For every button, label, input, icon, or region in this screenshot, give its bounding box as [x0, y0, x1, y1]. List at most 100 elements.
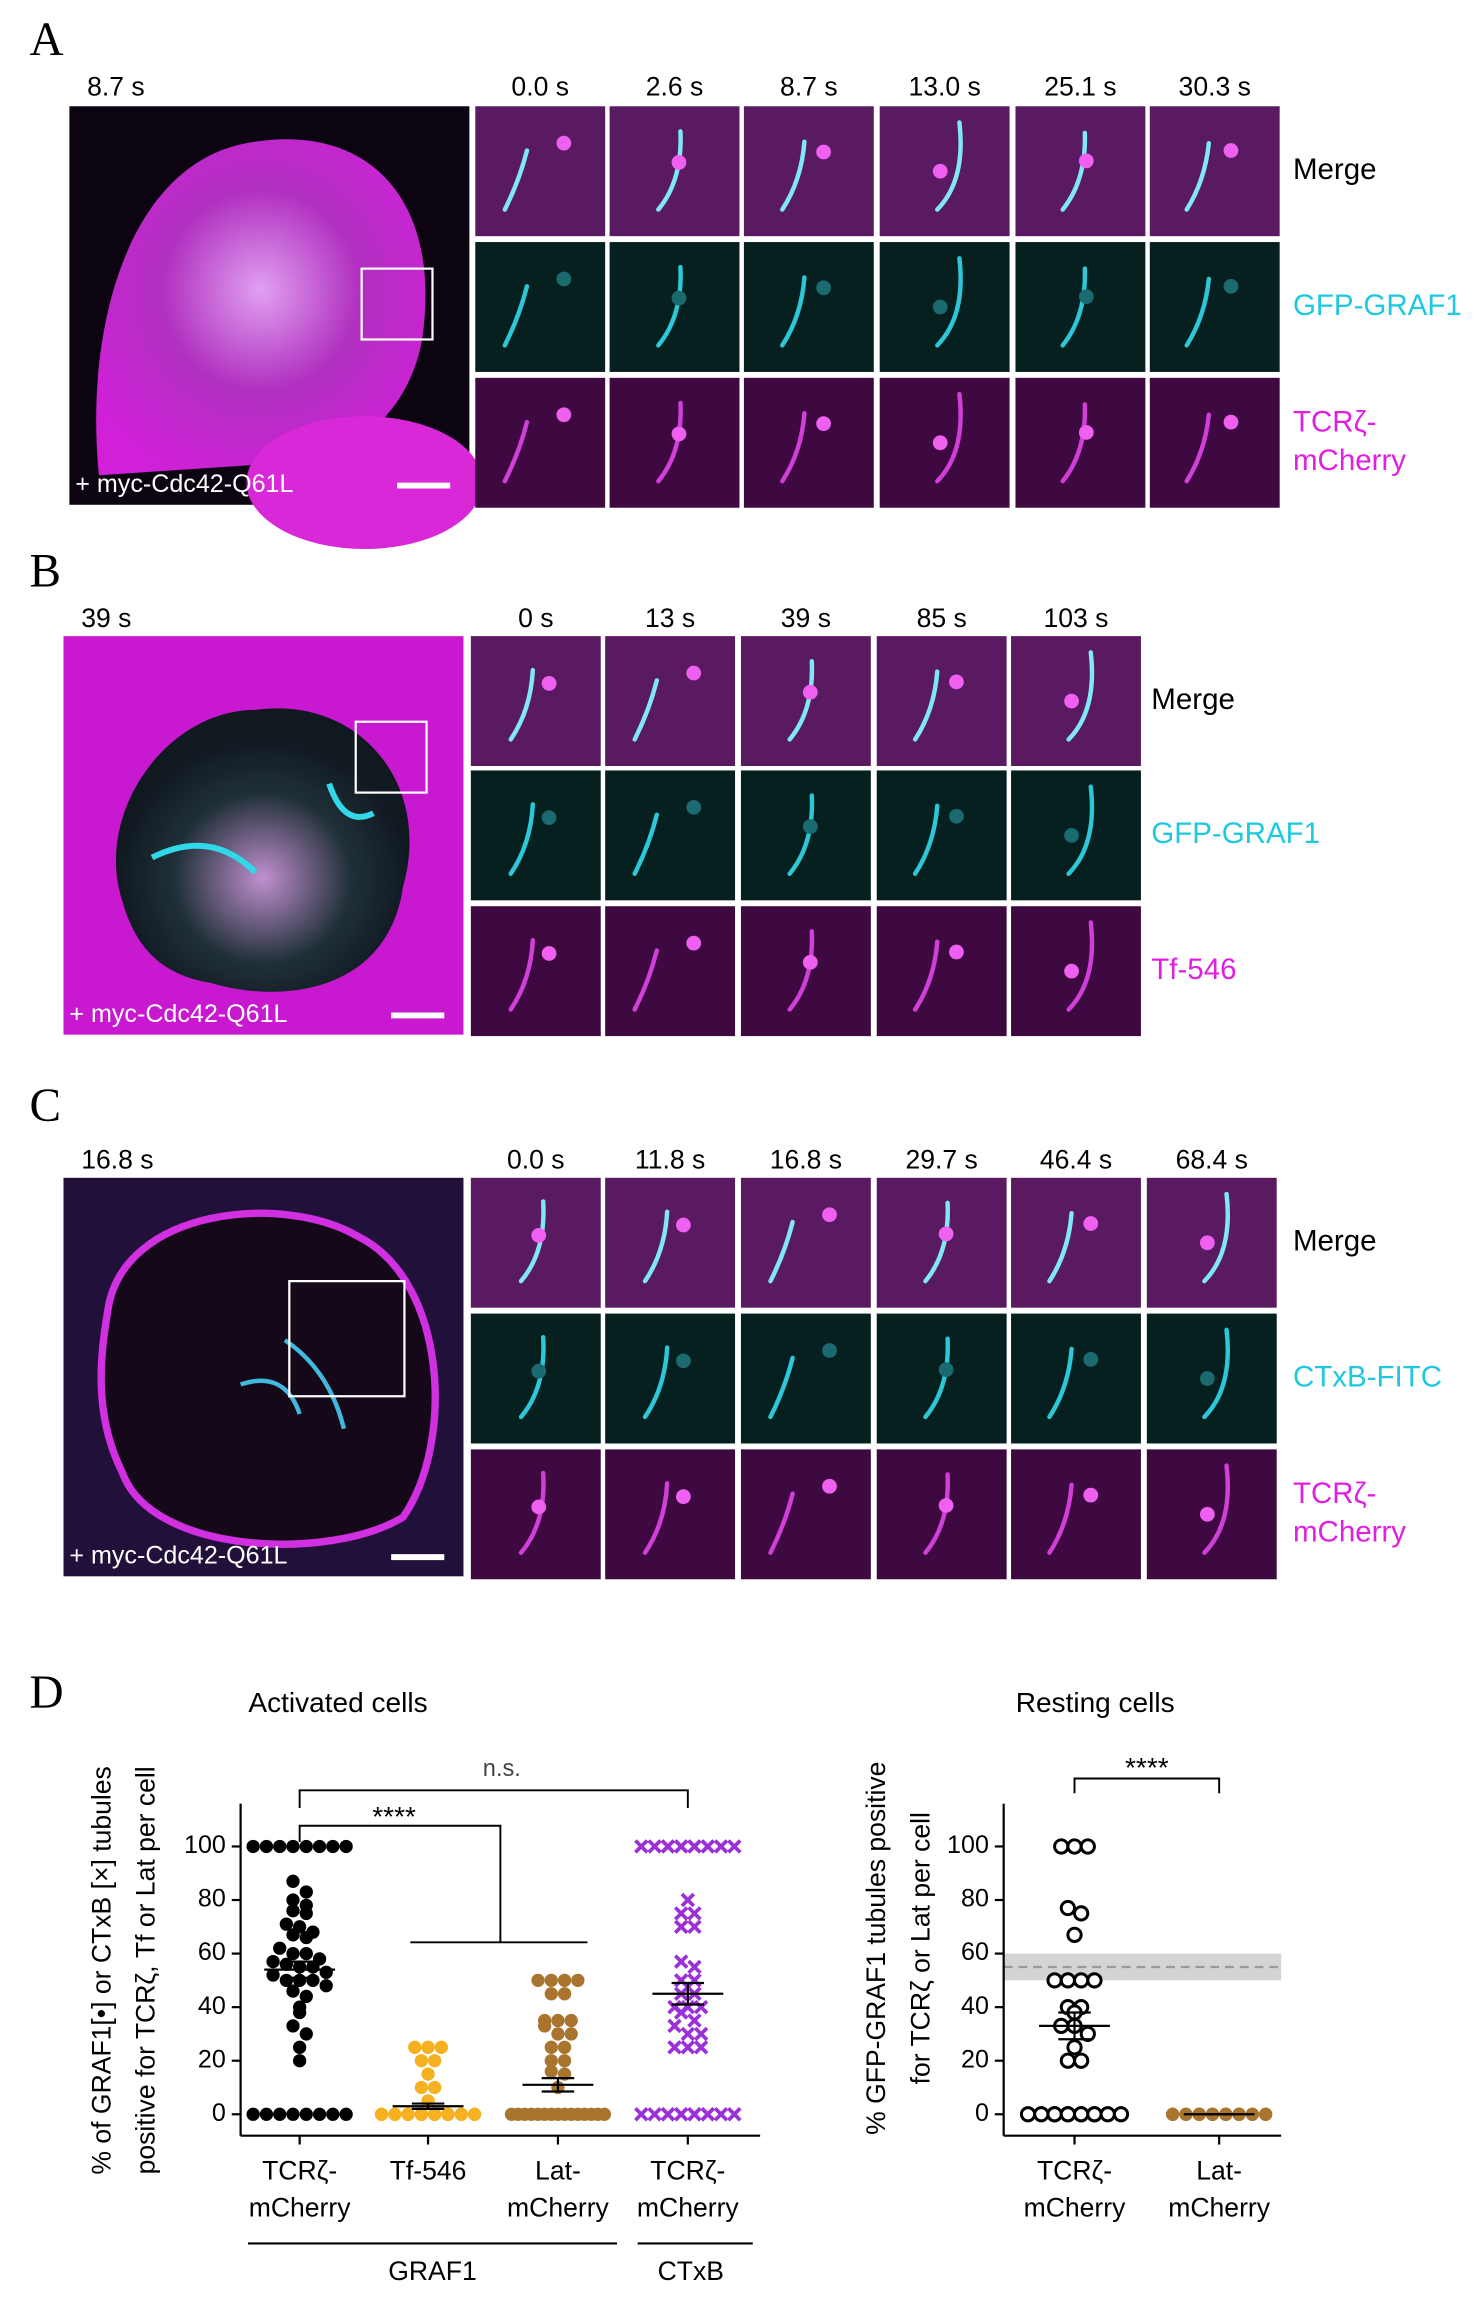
frame-structure	[642, 1481, 670, 1555]
cell-outline	[97, 1209, 439, 1548]
frame	[605, 770, 736, 901]
y-tick-label: 80	[961, 1885, 989, 1913]
frame	[470, 906, 601, 1037]
frame-structure	[502, 419, 530, 484]
data-point	[680, 1892, 696, 1908]
data-point	[687, 1959, 702, 1975]
cross-marker	[673, 2005, 689, 2020]
channel-label: TCRζ-	[1293, 405, 1376, 438]
frame-spot	[531, 1363, 547, 1379]
frame-spot	[822, 1207, 837, 1223]
cross-marker	[727, 1839, 742, 1854]
frame-structure	[1060, 402, 1088, 484]
data-point	[1259, 2107, 1273, 2121]
data-point	[557, 2040, 572, 2054]
channel-label: GFP-GRAF1	[1151, 817, 1320, 850]
frame-spot	[802, 954, 818, 970]
data-point	[647, 2107, 662, 2122]
frame	[740, 1449, 871, 1580]
time-label: 68.4 s	[1176, 1145, 1248, 1175]
error-bar	[1058, 2011, 1091, 2041]
frame	[876, 636, 1007, 767]
data-point	[1066, 2039, 1083, 2056]
cross-marker	[687, 2013, 702, 2028]
panel-letter: B	[30, 545, 62, 597]
data-point	[414, 2080, 429, 2095]
data-point	[299, 1885, 313, 1899]
data-point	[1066, 1838, 1083, 1855]
tubule	[239, 1338, 347, 1430]
channel-label: Merge	[1151, 683, 1235, 716]
frame-spot	[938, 1362, 954, 1378]
data-point	[538, 2019, 552, 2033]
data-point	[286, 2107, 300, 2121]
frame-spot	[1078, 289, 1094, 305]
data-point	[687, 1906, 702, 1921]
data-point	[693, 1999, 709, 2015]
data-point	[434, 2040, 448, 2054]
channel-label: Merge	[1293, 1225, 1377, 1258]
data-point	[544, 1987, 558, 2001]
frame-structure	[1066, 920, 1095, 1012]
data-point	[551, 2013, 565, 2028]
y-axis-label: positive for TCRζ, Tf or Lat per cell	[131, 1766, 161, 2174]
cell	[246, 416, 483, 550]
data-point	[727, 1839, 742, 1854]
frame-structure	[656, 129, 683, 212]
frame-spot	[1078, 153, 1094, 169]
data-point	[273, 1941, 287, 1955]
x-tick-label: Tf-546	[390, 2156, 467, 2186]
frame-structure	[508, 937, 536, 1012]
frame	[470, 1177, 601, 1308]
data-point	[544, 2054, 558, 2068]
frame	[740, 636, 871, 767]
frame-structure	[912, 803, 940, 876]
y-tick-label: 40	[198, 1992, 226, 2020]
cross-marker	[687, 2107, 702, 2122]
error-bar	[671, 1981, 705, 2006]
data-point	[467, 2107, 482, 2121]
data-point	[259, 1839, 274, 1854]
frame-spot	[802, 684, 818, 700]
y-tick-label: 60	[198, 1938, 226, 1966]
y-tick-label: 20	[198, 2045, 226, 2073]
sem-whisker	[283, 1960, 316, 1979]
frame-spot	[938, 1226, 954, 1242]
x-tick-label: Lat-	[1196, 2156, 1242, 2186]
inset-box	[354, 720, 428, 794]
frame-structure	[923, 1336, 950, 1420]
channel-label: Merge	[1293, 153, 1377, 186]
frame	[475, 106, 606, 237]
data-point	[279, 1917, 294, 1931]
frame-structure	[632, 948, 660, 1012]
data-point	[673, 2005, 689, 2020]
frame	[743, 106, 874, 237]
cross-marker	[727, 2107, 742, 2122]
frame	[876, 1177, 1007, 1308]
frame	[1149, 377, 1280, 508]
data-point	[687, 2107, 702, 2122]
time-label: 39 s	[781, 603, 831, 633]
data-point	[564, 2013, 578, 2028]
frame-structure	[1047, 1211, 1074, 1284]
x-tick-label: mCherry	[637, 2193, 739, 2223]
channel-label: TCRζ-	[1293, 1477, 1376, 1510]
data-point	[713, 2107, 729, 2122]
cross-marker	[647, 1839, 662, 1854]
time-label: 0.0 s	[507, 1145, 565, 1175]
data-point	[673, 1973, 689, 1988]
frame-spot	[938, 1498, 954, 1513]
frame	[609, 377, 740, 508]
data-point	[293, 2005, 307, 2020]
frame-structure	[1066, 650, 1095, 742]
data-point	[557, 2054, 572, 2068]
data-point	[577, 2107, 592, 2121]
frame-spot	[686, 799, 702, 815]
frame	[470, 636, 601, 767]
cross-marker	[700, 1839, 715, 1854]
data-point	[564, 2027, 578, 2041]
frame-spot	[531, 1499, 547, 1515]
time-label: 11.8 s	[635, 1145, 705, 1175]
frame-spot	[671, 154, 687, 170]
frame-structure	[502, 284, 530, 348]
